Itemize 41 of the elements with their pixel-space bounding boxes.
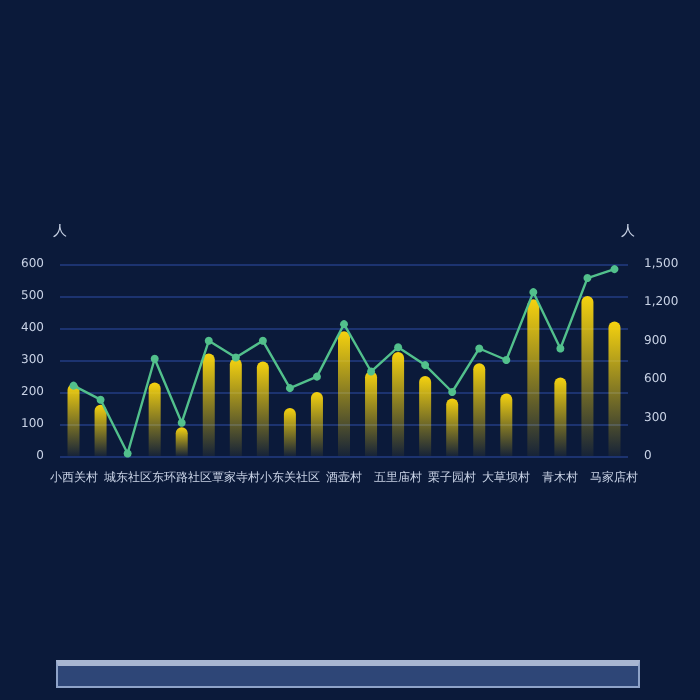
point — [529, 288, 538, 297]
bar — [283, 408, 296, 456]
point — [502, 356, 511, 364]
bar — [365, 371, 378, 456]
point — [312, 372, 321, 381]
point — [204, 336, 213, 345]
point — [556, 344, 565, 353]
bar — [554, 377, 567, 456]
bar — [581, 296, 594, 456]
point — [177, 418, 186, 427]
point — [583, 274, 592, 283]
point — [123, 449, 132, 458]
point — [231, 353, 240, 362]
point — [69, 381, 78, 390]
bar — [527, 299, 540, 456]
point — [258, 336, 267, 345]
bar — [175, 427, 188, 456]
bar — [392, 352, 405, 456]
point — [285, 384, 294, 393]
bar — [446, 398, 459, 456]
bar — [67, 384, 80, 456]
point — [150, 354, 159, 363]
point — [367, 367, 376, 376]
bar — [256, 361, 269, 456]
point — [394, 343, 403, 352]
bar — [148, 382, 161, 456]
point — [421, 361, 430, 370]
bar — [608, 321, 621, 456]
bar — [338, 331, 350, 456]
bar — [310, 392, 323, 456]
bar — [500, 393, 513, 456]
bar — [229, 358, 242, 456]
point — [340, 320, 348, 329]
point — [475, 344, 484, 353]
bar — [419, 376, 432, 456]
point — [96, 395, 105, 404]
bar — [94, 404, 107, 456]
point — [448, 388, 457, 396]
point — [610, 265, 619, 274]
bar — [473, 363, 486, 456]
bar — [202, 353, 215, 456]
